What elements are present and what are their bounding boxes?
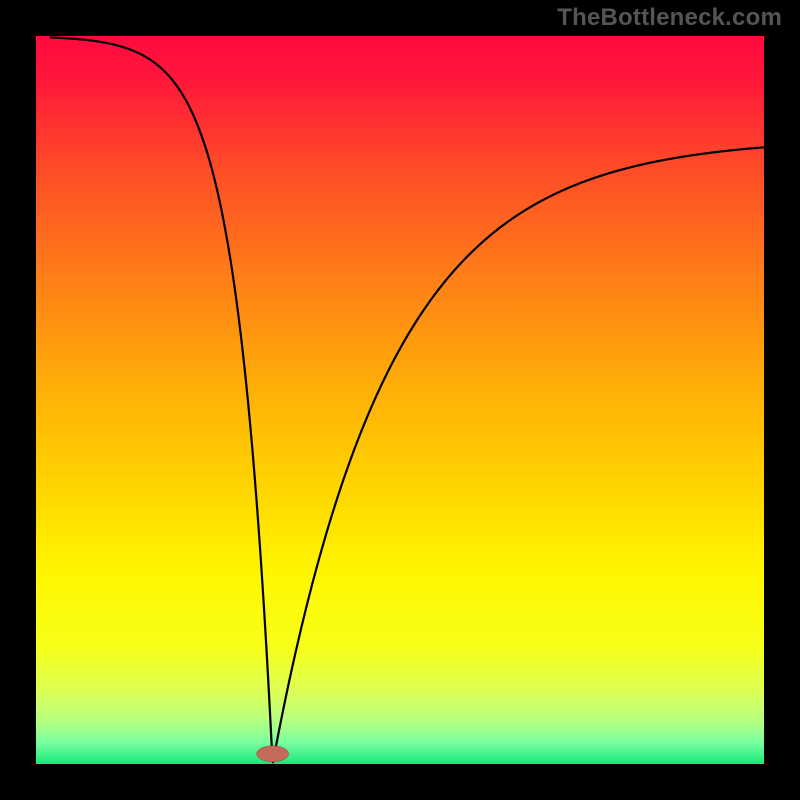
minimum-marker xyxy=(257,746,289,762)
chart-plot-area xyxy=(36,36,764,764)
chart-svg xyxy=(36,36,764,764)
chart-background xyxy=(36,36,764,764)
watermark-text: TheBottleneck.com xyxy=(557,4,782,32)
